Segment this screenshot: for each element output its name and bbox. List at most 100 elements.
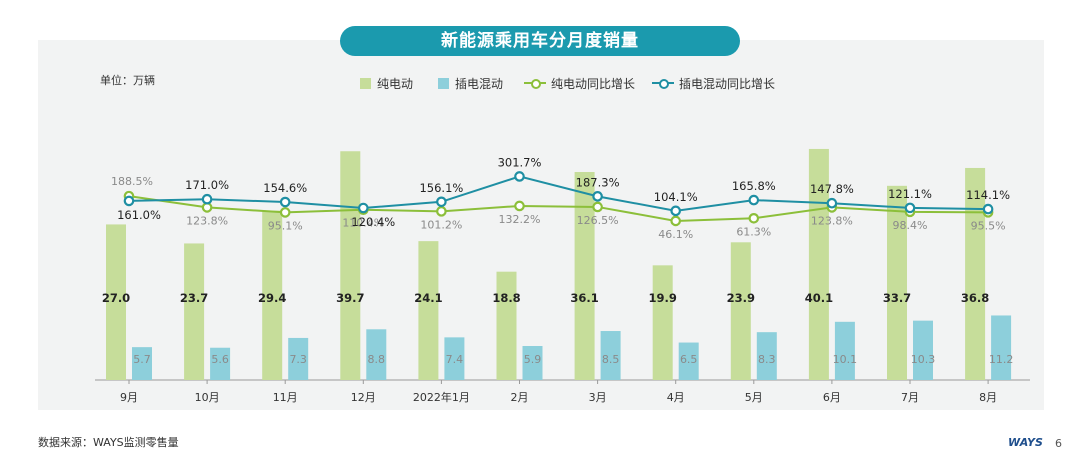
legend-item-bev-yoy: 纯电动同比增长	[524, 74, 635, 92]
bev-yoy-line	[128, 195, 989, 222]
phev-yoy-point	[514, 171, 525, 182]
x-tick-label: 2月	[511, 391, 529, 404]
phev-yoy-label: 121.1%	[888, 187, 932, 201]
legend-label-bev-yoy: 纯电动同比增长	[551, 76, 636, 91]
bar-phev-label: 7.4	[446, 353, 464, 366]
x-tick-label: 4月	[667, 391, 685, 404]
bar-phev-label: 10.1	[833, 353, 858, 366]
legend-swatch-phev	[438, 77, 449, 89]
x-tick-label: 2022年1月	[413, 390, 470, 404]
phev-yoy-label: 301.7%	[498, 155, 542, 169]
phev-yoy-point	[436, 196, 447, 208]
x-tick-label: 5月	[745, 391, 763, 404]
phev-yoy-point	[670, 205, 681, 217]
bar-phev-label: 6.5	[680, 353, 698, 366]
bar-bev	[652, 265, 673, 380]
bar-bev-label: 18.8	[492, 291, 520, 305]
bar-phev-label: 5.9	[524, 353, 542, 366]
bar-phev	[444, 337, 465, 380]
bev-yoy-label: 101.2%	[420, 218, 462, 231]
bar-phev	[288, 337, 309, 380]
bev-yoy-point	[279, 207, 291, 218]
bev-yoy-label: 98.4%	[893, 219, 928, 232]
bar-phev-label: 8.5	[602, 353, 620, 366]
bar-phev	[756, 332, 777, 380]
x-tick-label: 8月	[979, 391, 997, 404]
x-tick-label: 12月	[351, 391, 376, 404]
phev-yoy-label: 187.3%	[576, 175, 620, 189]
bar-bev	[574, 171, 595, 380]
bar-phev	[991, 315, 1012, 380]
bar-bev	[730, 242, 751, 380]
bar-bev-label: 39.7	[336, 291, 364, 305]
bev-yoy-label: 95.1%	[268, 219, 303, 232]
phev-yoy-line	[128, 175, 989, 212]
bar-phev-label: 8.8	[368, 353, 386, 366]
phev-yoy-label: 165.8%	[732, 179, 776, 193]
bev-yoy-label: 110.4%	[342, 217, 384, 230]
bev-yoy-label: 95.5%	[971, 219, 1006, 232]
bev-yoy-label: 132.2%	[499, 213, 541, 226]
bar-phev-label: 7.3	[289, 353, 307, 366]
bar-phev-label: 10.3	[911, 353, 936, 366]
bev-yoy-point	[748, 212, 760, 224]
bar-phev	[366, 329, 387, 380]
legend-label-phev-yoy: 插电混动同比增长	[679, 76, 776, 91]
bar-bev	[184, 243, 205, 380]
legend-item-phev-yoy: 插电混动同比增长	[652, 74, 775, 92]
bev-yoy-label: 46.1%	[658, 228, 693, 241]
x-tick-label: 3月	[589, 391, 607, 404]
bar-bev-label: 33.7	[883, 291, 911, 305]
phev-yoy-label: 104.1%	[654, 190, 698, 204]
unit-label: 单位：万辆	[100, 74, 155, 87]
bar-bev-label: 23.9	[727, 291, 755, 305]
bar-bev	[262, 210, 283, 380]
bar-phev-label: 5.6	[211, 353, 229, 366]
bar-phev	[834, 321, 855, 380]
bev-yoy-point	[436, 206, 447, 217]
phev-yoy-label: 114.1%	[966, 188, 1010, 202]
phev-yoy-label: 147.8%	[810, 182, 854, 196]
bar-phev	[210, 347, 231, 380]
legend-label-phev: 插电混动	[455, 76, 504, 91]
bar-bev	[496, 271, 517, 380]
phev-yoy-label: 171.0%	[185, 178, 229, 192]
phev-yoy-point	[123, 195, 135, 207]
bar-bev	[106, 224, 126, 380]
bar-bev-label: 19.9	[649, 291, 677, 305]
bar-bev	[887, 185, 907, 380]
phev-yoy-point	[982, 203, 994, 215]
phev-yoy-point	[748, 194, 760, 206]
legend-label-bev: 纯电动	[377, 76, 414, 91]
phev-yoy-point	[904, 202, 916, 214]
bar-bev-label: 36.1	[570, 291, 598, 305]
bar-phev	[913, 320, 933, 380]
phev-yoy-point	[201, 193, 213, 205]
bev-yoy-label: 61.3%	[736, 225, 771, 238]
phev-yoy-point	[592, 191, 603, 202]
bar-bev-label: 29.4	[258, 291, 286, 305]
phev-yoy-label: 154.6%	[263, 181, 307, 195]
phev-yoy-label: 156.1%	[419, 181, 463, 195]
bar-bev-label: 23.7	[180, 291, 208, 305]
bev-yoy-label: 123.8%	[811, 214, 853, 227]
phev-yoy-label: 120.4%	[351, 215, 395, 229]
bar-bev-label: 36.8	[961, 291, 989, 305]
bev-yoy-point	[670, 215, 681, 227]
source-note: 数据来源：WAYS监测零售量	[38, 436, 179, 449]
bar-phev	[522, 346, 543, 380]
legend-item-bev: 纯电动	[360, 74, 413, 92]
chart-title: 新能源乘用车分月度销量	[340, 26, 740, 56]
legend-swatch-phev-yoy	[652, 78, 674, 89]
legend-item-phev: 插电混动	[438, 74, 503, 92]
phev-yoy-point	[279, 196, 291, 208]
x-tick-label: 9月	[120, 391, 138, 404]
legend-swatch-bev	[360, 77, 371, 89]
bar-bev	[418, 241, 439, 380]
bar-bev-label: 24.1	[414, 291, 442, 305]
x-tick-label: 6月	[823, 391, 841, 404]
x-tick-label: 7月	[901, 391, 919, 404]
bar-bev	[808, 148, 829, 380]
x-tick-label: 10月	[195, 391, 220, 404]
